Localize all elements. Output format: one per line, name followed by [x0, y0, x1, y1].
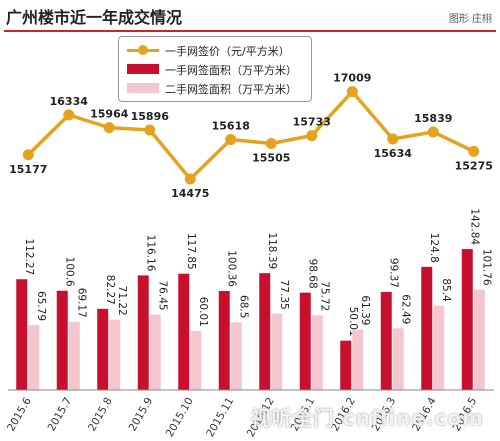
bar-resale-area-label: 68.5: [237, 295, 249, 318]
x-axis-tick-label: 2015.7: [46, 396, 75, 434]
bar-new-area: [259, 273, 271, 390]
bar-resale-area-label: 76.45: [156, 281, 168, 311]
legend-label-resale-area: 二手网签面积（万平方米）: [165, 83, 297, 96]
bar-resale-area: [392, 328, 404, 390]
price-line: [27, 89, 475, 181]
price-point: [468, 145, 480, 157]
bar-new-area-label: 142.84: [468, 208, 480, 245]
price-point: [387, 133, 399, 145]
price-point-label: 15896: [131, 110, 170, 123]
bar-new-area: [461, 249, 473, 390]
price-point-label: 17009: [333, 72, 371, 85]
bar-resale-area-label: 77.35: [278, 280, 290, 310]
bar-new-area-label: 117.85: [185, 233, 197, 270]
bar-new-area-label: 82.27: [104, 275, 116, 305]
bar-new-area: [380, 291, 392, 390]
bar-new-area: [137, 275, 149, 390]
bar-resale-area: [149, 314, 161, 390]
bar-resale-area: [473, 289, 485, 390]
bar-new-area-label: 98.68: [306, 259, 318, 289]
price-point: [144, 124, 156, 136]
x-axis-tick-label: 2015.10: [164, 396, 196, 440]
bar-resale-area-label: 61.39: [359, 295, 371, 325]
legend-item-new-area: 一手网签面积（万平方米）: [119, 60, 311, 78]
price-point-label: 15733: [293, 116, 331, 129]
bar-resale-area-label: 60.01: [197, 297, 209, 327]
x-axis-tick-label: 2015.6: [5, 395, 34, 433]
bar-resale-area-label: 85.4: [440, 278, 452, 302]
bar-resale-area-label: 75.72: [318, 281, 330, 311]
price-point: [225, 134, 237, 146]
bar-resale-area: [28, 325, 40, 390]
bar-new-area: [178, 273, 190, 390]
bar-resale-area: [352, 329, 364, 390]
bar-new-area: [421, 266, 433, 390]
price-point: [306, 130, 318, 142]
bar-resale-area: [68, 321, 80, 390]
bar-new-area-label: 112.27: [23, 238, 35, 275]
price-point-label: 15275: [455, 159, 493, 172]
bar-resale-area-label: 62.49: [399, 294, 411, 324]
price-point-label: 15964: [90, 108, 129, 121]
legend-bar-marker-resale: [127, 83, 159, 93]
bar-resale-area: [190, 330, 202, 390]
price-point: [22, 149, 34, 161]
bar-resale-area: [433, 305, 445, 390]
legend-item-price: 一手网签价（元/平方米）: [119, 41, 311, 59]
bar-resale-area: [109, 319, 121, 390]
bar-resale-area: [230, 322, 242, 390]
bar-resale-area-label: 101.76: [480, 249, 492, 286]
graphic-credit: 图形 庄栩: [448, 14, 492, 25]
legend-label-new-area: 一手网签面积（万平方米）: [165, 64, 297, 77]
price-point-label: 14475: [171, 187, 209, 200]
x-axis-tick-label: 2015.9: [127, 396, 156, 434]
price-point-label: 15618: [212, 120, 250, 133]
price-point-label: 15505: [252, 151, 290, 164]
legend-item-resale-area: 二手网签面积（万平方米）: [119, 79, 311, 97]
chart-legend: 一手网签价（元/平方米） 一手网签面积（万平方米） 二手网签面积（万平方米）: [118, 36, 312, 102]
x-axis-tick-label: 2015.11: [204, 396, 236, 440]
chart-title: 广州楼市近一年成交情况: [6, 8, 183, 27]
bar-new-area: [340, 340, 352, 390]
bar-new-area: [299, 292, 311, 390]
bar-resale-area-label: 71.22: [116, 286, 128, 316]
legend-label-price: 一手网签价（元/平方米）: [165, 45, 290, 58]
price-point: [63, 109, 75, 121]
price-point-label: 16334: [50, 95, 89, 108]
bar-new-area: [218, 290, 230, 390]
price-point: [103, 122, 115, 134]
legend-line-marker: [127, 45, 159, 55]
bar-new-area: [97, 308, 109, 390]
bar-new-area-label: 118.39: [266, 232, 278, 269]
price-point: [184, 173, 196, 185]
price-point: [346, 86, 358, 98]
bar-new-area: [56, 290, 68, 390]
bar-resale-area: [271, 313, 283, 390]
bar-resale-area-label: 69.17: [75, 288, 87, 318]
watermark: 视听全门 cnfline.com: [250, 406, 484, 430]
bar-new-area-label: 124.8: [428, 233, 440, 263]
price-point-label: 15634: [374, 147, 413, 160]
bar-resale-area: [311, 315, 323, 390]
title-divider: [4, 30, 496, 32]
bar-new-area-label: 100.6: [63, 257, 75, 287]
bar-resale-area-label: 65.79: [35, 291, 47, 321]
bar-new-area: [16, 279, 28, 390]
bar-new-area-label: 116.16: [144, 235, 156, 272]
price-point: [265, 137, 277, 149]
price-point-label: 15839: [414, 112, 452, 125]
bar-new-area-label: 50.01: [347, 307, 359, 337]
x-axis-tick-label: 2015.8: [86, 396, 115, 434]
legend-bar-marker-new: [127, 64, 159, 74]
price-point-label: 15177: [9, 163, 47, 176]
price-point: [427, 126, 439, 138]
bar-new-area-label: 100.36: [225, 250, 237, 287]
bar-new-area-label: 99.37: [387, 258, 399, 288]
